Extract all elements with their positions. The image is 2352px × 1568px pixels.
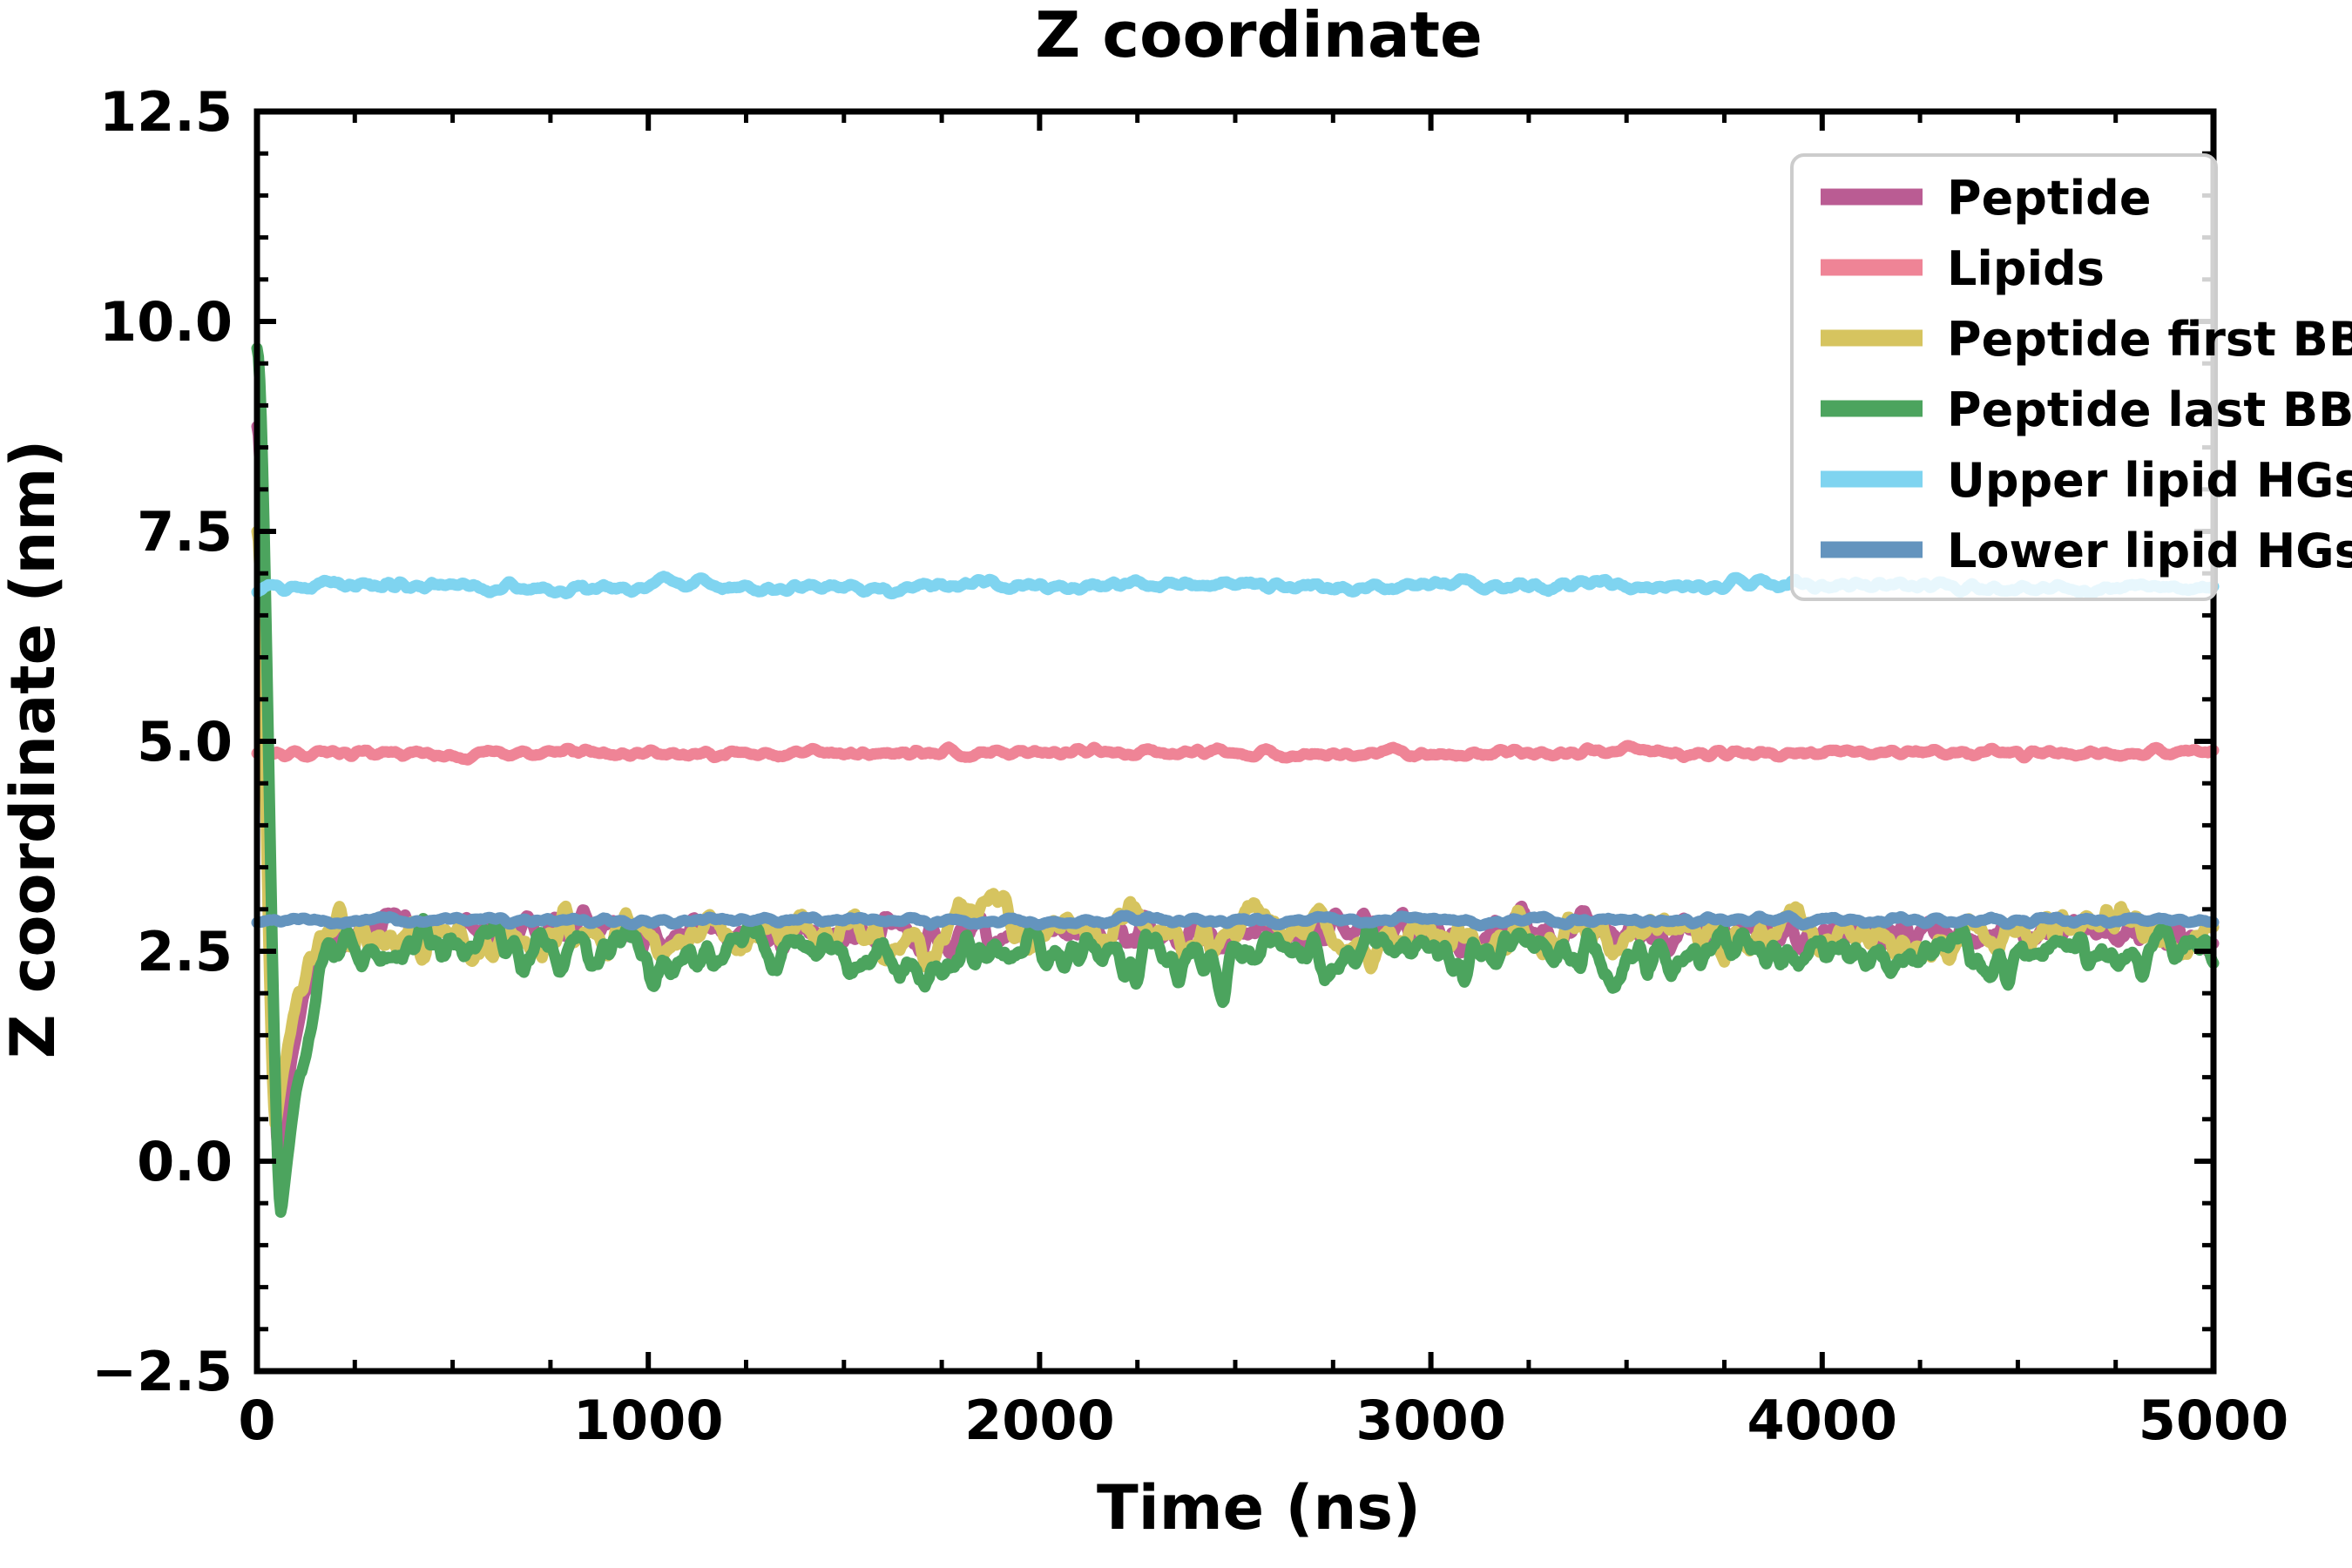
chart-legend[interactable]: Peptide Lipids Peptide first BB Peptide las… — [1790, 153, 2352, 601]
x-tick-label: 4000 — [1747, 1389, 1898, 1452]
series-line-lipids — [251, 740, 2220, 766]
legend-label: Peptide first BB — [1947, 312, 2352, 367]
tick-labels: 0 1000 2000 3000 4000 5000 −2.5 0.0 2.5 5.0 7.5 10.… — [91, 80, 2288, 1452]
legend-label: Lipids — [1947, 241, 2105, 296]
y-tick-label: 0.0 — [137, 1130, 233, 1193]
y-tick-label: 10.0 — [99, 290, 233, 354]
legend-item-upper-lipid-hgs[interactable]: Upper lipid HGs — [1821, 453, 2352, 508]
chart-title: Z coordinate — [1035, 0, 1483, 71]
legend-item-lipids[interactable]: Lipids — [1821, 241, 2105, 296]
y-tick-label: 7.5 — [137, 500, 233, 564]
x-tick-label: 5000 — [2139, 1389, 2289, 1452]
legend-item-peptide[interactable]: Peptide — [1821, 171, 2151, 226]
x-tick-label: 3000 — [1355, 1389, 1506, 1452]
y-tick-label: 12.5 — [99, 80, 233, 144]
legend-item-peptide-first-bb[interactable]: Peptide first BB — [1821, 312, 2352, 367]
legend-label: Peptide last BB — [1947, 382, 2352, 437]
legend-label: Upper lipid HGs — [1947, 453, 2352, 508]
legend-label: Lower lipid HGs — [1947, 524, 2352, 578]
series-layer — [251, 342, 2220, 1218]
series-line-lower-lipid-hgs — [251, 909, 2220, 932]
ticks-layer — [254, 109, 2216, 1374]
x-tick-label: 0 — [238, 1389, 275, 1452]
y-tick-label: −2.5 — [91, 1340, 233, 1403]
x-axis-label: Time (ns) — [1097, 1472, 1421, 1544]
x-tick-label: 2000 — [964, 1389, 1115, 1452]
y-tick-label: 2.5 — [137, 920, 233, 983]
y-axis-label: Z coordinate (nm) — [0, 440, 69, 1059]
x-tick-label: 1000 — [573, 1389, 724, 1452]
y-tick-label: 5.0 — [137, 710, 233, 774]
legend-label: Peptide — [1947, 171, 2151, 226]
series-line-peptide-last-bb — [251, 342, 2220, 1218]
legend-item-lower-lipid-hgs[interactable]: Lower lipid HGs — [1821, 524, 2352, 578]
legend-item-peptide-last-bb[interactable]: Peptide last BB — [1821, 382, 2352, 437]
